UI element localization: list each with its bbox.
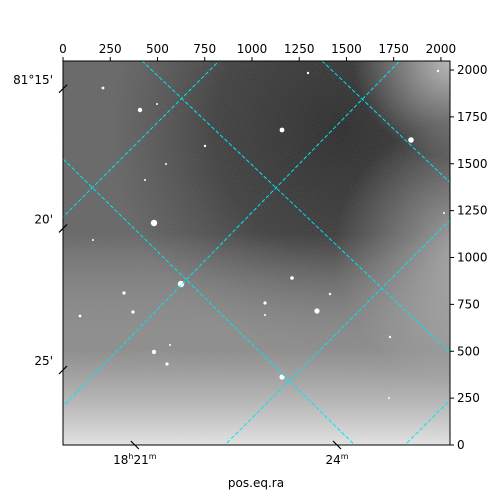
top-x-tick-label: 0 <box>59 42 67 56</box>
star <box>165 362 169 366</box>
ra-tick-label: 18h21m <box>113 452 157 467</box>
star <box>306 71 310 75</box>
top-x-tick-label: 2000 <box>426 42 457 56</box>
star <box>122 291 126 295</box>
grid-line <box>141 61 450 354</box>
star-field <box>78 69 445 399</box>
ra-tick <box>130 440 140 450</box>
right-y-tick-label: 1750 <box>457 110 488 124</box>
grid-line <box>321 61 450 184</box>
top-x-tick-label: 250 <box>99 42 122 56</box>
star <box>388 335 392 339</box>
grid-line <box>224 219 450 445</box>
right-y-tick-label: 1000 <box>457 251 488 265</box>
sky-image <box>63 61 450 445</box>
star <box>151 349 157 355</box>
right-y-tick-label: 0 <box>457 438 465 452</box>
star <box>150 219 158 227</box>
star <box>169 344 171 346</box>
dec-tick <box>58 365 68 375</box>
grid-line <box>404 399 450 445</box>
top-x-tick-label: 750 <box>193 42 216 56</box>
world-axis-ticks: 18h21m 24m 81°15' 20' 25' <box>13 73 349 467</box>
dec-tick <box>58 84 68 94</box>
x-axis-label: pos.eq.ra <box>228 476 284 490</box>
star <box>131 310 135 314</box>
plot-frame <box>62 60 451 446</box>
dec-tick <box>58 224 68 233</box>
top-x-tick-label: 1000 <box>237 42 268 56</box>
star <box>279 374 285 380</box>
star <box>388 397 390 399</box>
grid-line <box>63 158 356 445</box>
pixel-axis-ticks: 0 250 500 750 1000 1250 1500 1750 2000 0 250 500 750… <box>59 42 487 452</box>
dec-tick-label: 25' <box>34 354 53 368</box>
ra-tick-label: 24m <box>325 452 348 467</box>
top-x-tick-label: 1750 <box>378 42 409 56</box>
star <box>290 276 294 280</box>
star <box>203 144 207 148</box>
star <box>279 127 285 133</box>
star <box>165 163 167 165</box>
star <box>101 86 105 90</box>
right-y-tick-label: 2000 <box>457 63 488 77</box>
top-x-tick-label: 500 <box>146 42 169 56</box>
star <box>314 308 320 314</box>
grid-line <box>63 61 220 218</box>
right-y-tick-label: 1250 <box>457 204 488 218</box>
top-x-tick-label: 1250 <box>284 42 315 56</box>
grid-line <box>63 61 401 408</box>
star <box>263 301 267 305</box>
star <box>408 137 414 143</box>
star <box>137 107 143 113</box>
star <box>144 179 146 181</box>
right-y-tick-label: 250 <box>457 391 480 405</box>
star <box>92 239 94 241</box>
star <box>443 212 445 214</box>
dec-tick-label: 81°15' <box>13 73 53 87</box>
ra-tick <box>332 440 342 450</box>
right-y-tick-label: 1500 <box>457 157 488 171</box>
star <box>264 314 266 316</box>
right-y-tick-label: 750 <box>457 297 480 311</box>
top-x-tick-label: 1500 <box>331 42 362 56</box>
coordinate-grid <box>63 61 450 445</box>
star <box>156 103 158 105</box>
star <box>177 280 185 288</box>
star <box>78 314 82 318</box>
dec-tick-label: 20' <box>34 212 53 226</box>
star <box>328 292 332 296</box>
star <box>436 69 440 73</box>
right-y-tick-label: 500 <box>457 344 480 358</box>
